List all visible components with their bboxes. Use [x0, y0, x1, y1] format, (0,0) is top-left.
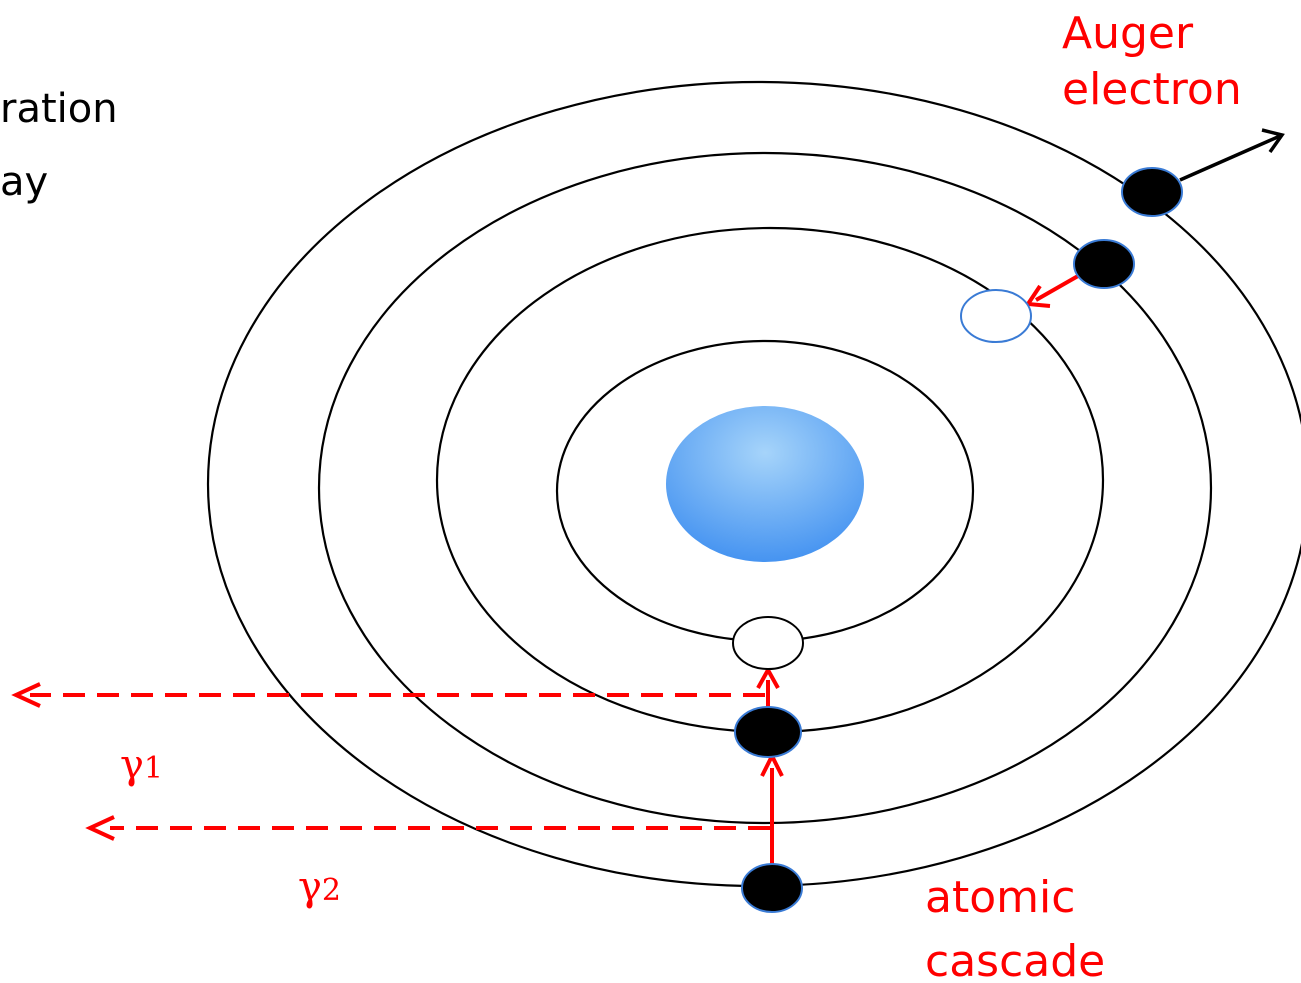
cascade-label-line2: cascade: [925, 936, 1105, 983]
electron-auger-ejected: [1122, 168, 1182, 216]
auger-label-line1: Auger: [1062, 8, 1194, 59]
nucleus: [666, 406, 864, 562]
electron-shell-2: [735, 707, 801, 757]
auger-ejection: [1180, 130, 1282, 180]
top-left-label-line1: ration: [0, 86, 118, 132]
cascade-label-line1: atomic: [925, 872, 1075, 923]
electron-outer-shell: [1074, 240, 1134, 288]
gamma2-symbol: γ: [298, 864, 322, 910]
electron-shell-3: [742, 864, 802, 912]
gamma1-subscript: 1: [144, 751, 163, 786]
electron-vacancy-upper: [961, 290, 1031, 342]
gamma2-subscript: 2: [322, 873, 341, 908]
gamma1-symbol: γ: [120, 742, 144, 788]
auger-label-line2: electron: [1062, 64, 1242, 115]
top-left-label-line2: ay: [0, 159, 48, 205]
auger-ejection-arrow: [1180, 136, 1280, 180]
electron-vacancy-lower: [733, 617, 803, 669]
auger-fill-arrow: [1036, 276, 1078, 300]
cascade-arrows: [758, 276, 1078, 872]
gamma2-label: γ2: [298, 864, 341, 910]
gamma1-label: γ1: [120, 742, 163, 788]
